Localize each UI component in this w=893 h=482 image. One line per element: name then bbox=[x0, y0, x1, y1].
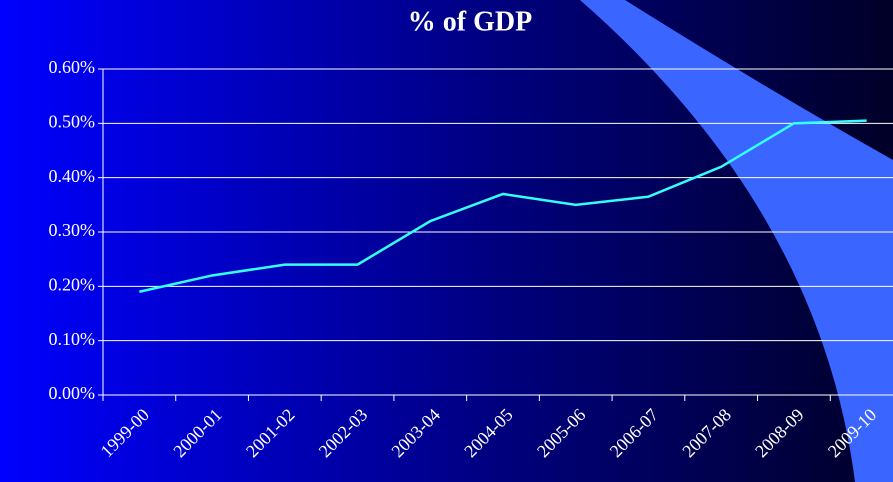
data-line bbox=[139, 119, 867, 293]
chart-title: % of GDP bbox=[408, 6, 532, 37]
y-tick-label: 0.20% bbox=[49, 274, 96, 294]
decor-swoosh bbox=[580, 0, 893, 482]
y-tick-label: 0.60% bbox=[49, 57, 96, 77]
y-tick-label: 0.10% bbox=[49, 329, 96, 349]
y-tick-label: 0.50% bbox=[49, 111, 96, 131]
y-tick-label: 0.40% bbox=[49, 166, 96, 186]
y-tick-label: 0.30% bbox=[49, 220, 96, 240]
y-tick-label: 0.00% bbox=[49, 383, 96, 403]
